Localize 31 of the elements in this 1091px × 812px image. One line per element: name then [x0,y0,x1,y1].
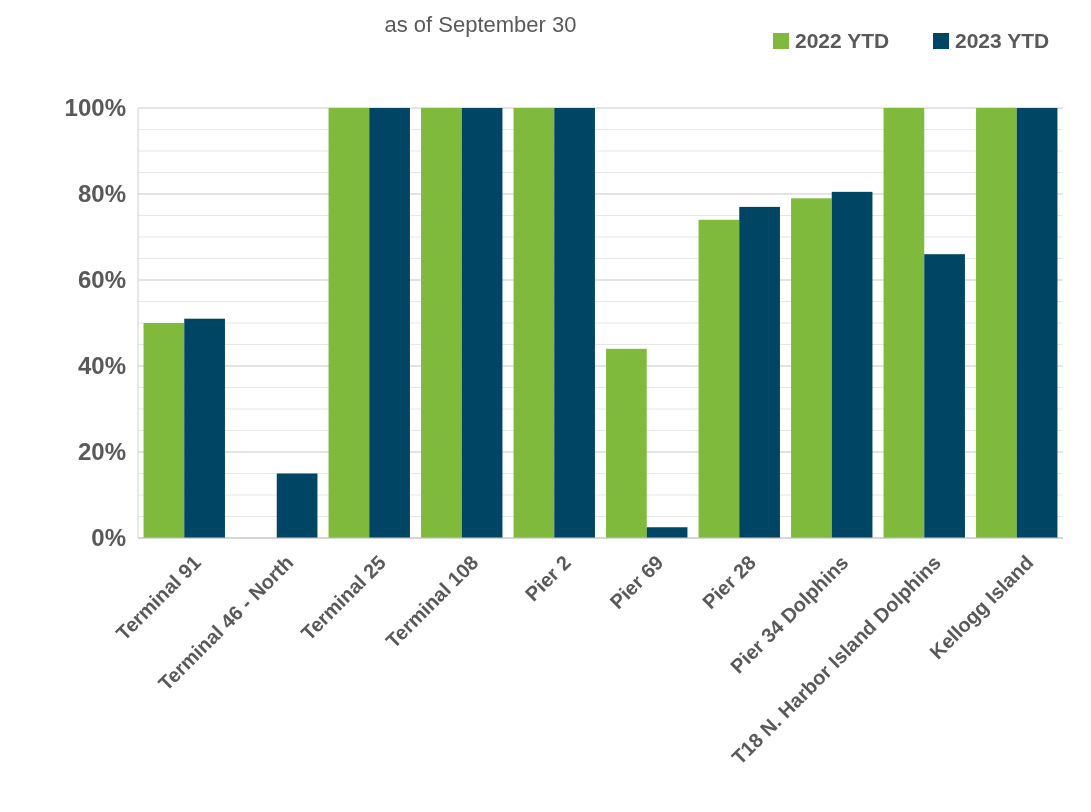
y-tick-label: 0% [91,524,126,552]
y-tick-label: 60% [77,266,126,294]
bar [554,108,595,538]
chart-title: as of September 30 [384,12,577,37]
y-tick-label: 80% [77,180,126,208]
bar [328,108,370,538]
bar [646,527,688,538]
bar [791,198,832,538]
bar [461,108,503,538]
x-tick-label: Pier 28 [698,551,760,614]
bar [976,108,1017,538]
y-tick-label: 20% [77,438,126,466]
bar [513,108,555,538]
bar [184,318,225,538]
bar [421,108,462,538]
bar [831,191,873,538]
bar [698,219,740,538]
bar [924,254,965,538]
bar [739,206,780,538]
legend-label: 2022 YTD [795,29,890,52]
bar [143,323,185,538]
x-tick-label: Pier 2 [520,551,575,606]
y-tick-label: 40% [77,352,126,380]
bar [883,108,925,538]
bar [606,348,647,538]
bar [276,473,318,538]
bar [1016,108,1058,538]
x-tick-label: Pier 69 [605,551,668,614]
bar [369,108,410,538]
y-tick-label: 100% [64,94,126,122]
legend-label: 2023 YTD [955,29,1050,52]
